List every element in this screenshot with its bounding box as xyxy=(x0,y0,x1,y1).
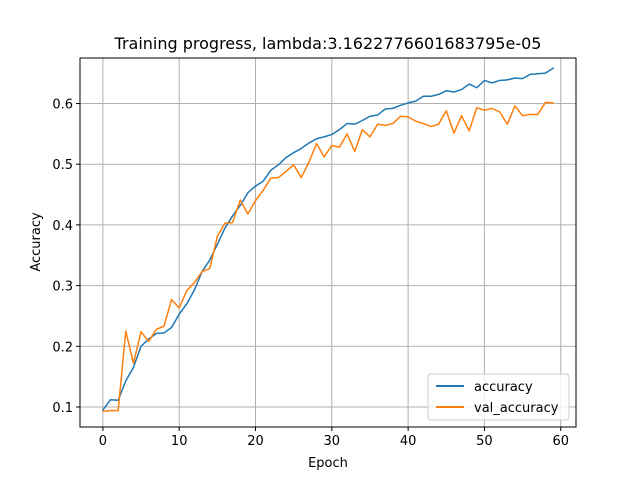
y-tick-label: 0.3 xyxy=(52,280,73,295)
chart-title: Training progress, lambda:3.162277660168… xyxy=(114,34,542,53)
x-tick-label: 30 xyxy=(324,434,341,449)
y-tick-label: 0.6 xyxy=(52,98,73,113)
legend: accuracy val_accuracy xyxy=(427,373,570,421)
y-tick-label: 0.4 xyxy=(52,219,73,234)
y-axis-label: Accuracy xyxy=(29,212,44,272)
series-line-accuracy xyxy=(101,67,555,412)
y-tick-label: 0.5 xyxy=(52,158,73,173)
x-tick-label: 20 xyxy=(247,434,264,449)
x-tick-label: 60 xyxy=(552,434,569,449)
series-lines xyxy=(101,67,555,413)
x-tick-label: 40 xyxy=(400,434,417,449)
y-tick-label: 0.2 xyxy=(52,340,73,355)
x-tick-label: 0 xyxy=(99,434,107,449)
legend-label-accuracy: accuracy xyxy=(474,380,533,395)
plot-frame xyxy=(79,57,577,428)
series-line-val-accuracy xyxy=(102,101,554,413)
x-axis-label: Epoch xyxy=(308,456,348,471)
axis-ticks: 0 10 20 30 40 50 60 0.1 0.2 0.3 0.4 0.5 0.6 xyxy=(52,98,569,449)
legend-label-val-accuracy: val_accuracy xyxy=(474,401,559,416)
x-tick-label: 50 xyxy=(476,434,493,449)
x-tick-label: 10 xyxy=(171,434,188,449)
grid-lines xyxy=(80,58,576,427)
y-tick-label: 0.1 xyxy=(52,401,73,416)
